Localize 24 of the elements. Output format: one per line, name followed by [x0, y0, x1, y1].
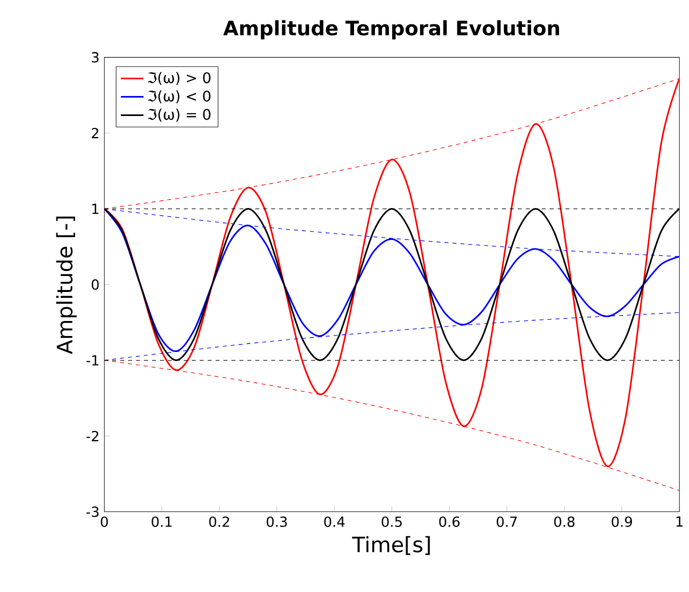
- y-tick-label: -2: [86, 430, 98, 442]
- y-tick-label: 1: [92, 204, 98, 214]
- y-tick-label: 3: [92, 52, 99, 62]
- legend-label: ℑ(ω) < 0: [148, 90, 210, 104]
- legend-label: ℑ(ω) > 0: [148, 72, 210, 85]
- x-tick-label: 0.2: [209, 516, 230, 527]
- y-tick-label: -1: [86, 355, 98, 366]
- x-tick-label: 0.9: [612, 516, 632, 527]
- x-tick-label: 0.6: [439, 516, 460, 527]
- y-tick-label: -3: [86, 506, 99, 517]
- x-tick-label: 0.3: [266, 516, 287, 527]
- x-tick-label: 0.7: [496, 516, 517, 527]
- x-tick-label: 0: [100, 516, 108, 527]
- y-axis-title: Amplitude [-]: [56, 216, 77, 354]
- x-tick-label: 0.5: [382, 516, 402, 527]
- x-tick-label: 0.8: [554, 516, 574, 527]
- x-tick-label: 0.4: [324, 516, 345, 527]
- x-axis-title: Time[s]: [352, 536, 430, 555]
- x-tick-label: 0.1: [152, 516, 172, 527]
- x-tick-label: 1: [676, 516, 683, 526]
- y-tick-label: 0: [92, 279, 99, 290]
- legend-label: ℑ(ω) = 0: [148, 108, 210, 122]
- chart-title: Amplitude Temporal Evolution: [223, 20, 560, 40]
- y-tick-label: 2: [92, 128, 98, 138]
